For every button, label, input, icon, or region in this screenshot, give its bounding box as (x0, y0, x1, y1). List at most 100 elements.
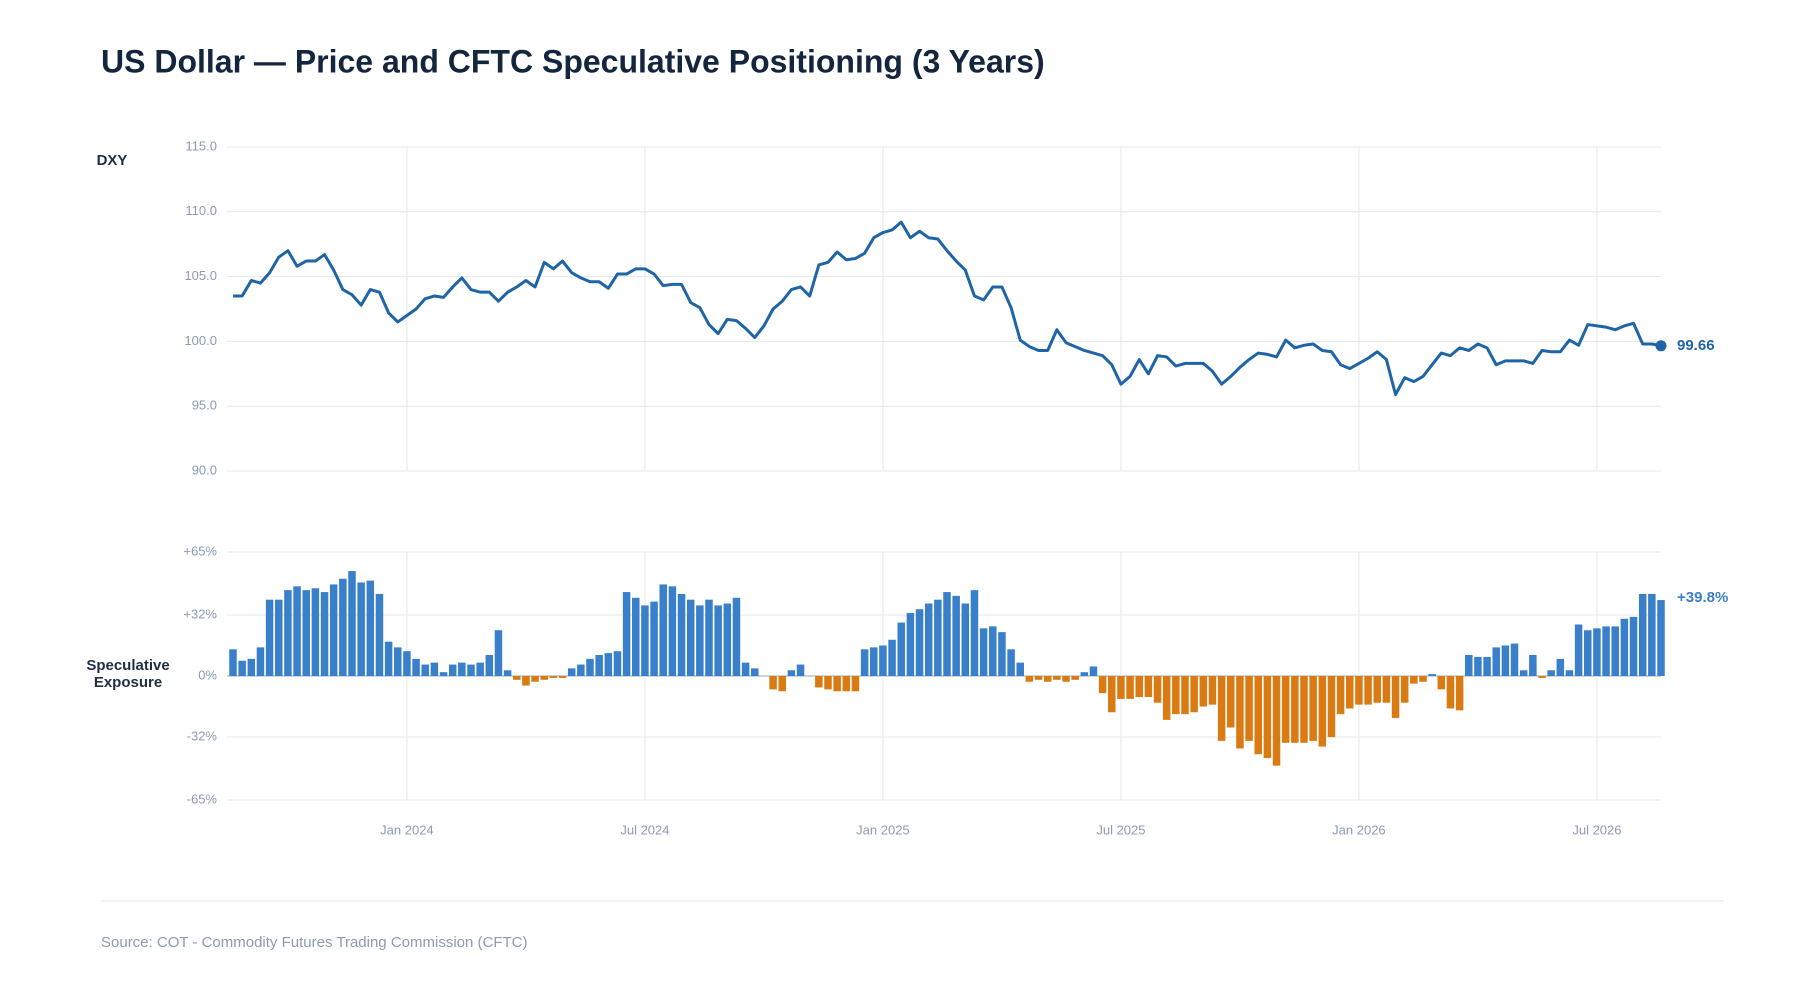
bar (1245, 676, 1253, 741)
bar (1565, 670, 1574, 676)
source: Source: COT - Commodity Futures Trading … (101, 934, 527, 951)
y-axis-label: DXY (96, 152, 128, 169)
y-tick-label: +32% (183, 606, 217, 621)
bar (915, 609, 924, 676)
bar (1648, 593, 1656, 676)
bar (320, 592, 329, 676)
bar (860, 649, 869, 676)
bar (1593, 628, 1601, 676)
bar (1446, 676, 1455, 709)
y-tick-label: +65% (183, 543, 217, 558)
y-tick-label: 110.0 (185, 203, 217, 218)
bar (961, 603, 970, 676)
y-tick-label: 95.0 (192, 398, 217, 413)
bar (1263, 676, 1272, 759)
bar (1144, 676, 1153, 697)
bar (1181, 676, 1189, 715)
bar (1529, 655, 1537, 676)
bar (705, 599, 713, 676)
y-tick-label: 100.0 (184, 333, 217, 348)
bar (522, 676, 530, 686)
bar (1547, 670, 1555, 676)
bar (1584, 630, 1592, 676)
bar (284, 590, 292, 676)
bar (1108, 676, 1116, 713)
bar (1291, 676, 1299, 743)
bar (1272, 676, 1281, 766)
bar (1602, 626, 1610, 676)
bar (741, 662, 750, 676)
bar (1016, 662, 1024, 676)
bar (613, 651, 622, 676)
bar (1227, 676, 1235, 728)
bar (1053, 676, 1061, 680)
bar (924, 603, 933, 676)
y-tick-label: -65% (187, 791, 218, 806)
bar (403, 651, 411, 676)
bar (1236, 676, 1244, 749)
bar (1043, 676, 1052, 682)
bar (366, 580, 375, 676)
bar (1300, 676, 1308, 743)
bar (1172, 676, 1180, 715)
bar (751, 668, 759, 676)
bar (1483, 656, 1491, 676)
bar (1034, 676, 1043, 680)
bar (952, 595, 960, 676)
bar (1089, 666, 1098, 676)
bar (1190, 676, 1198, 713)
bar (384, 641, 393, 676)
bar (1025, 676, 1034, 682)
bar (265, 599, 274, 676)
bar (1455, 676, 1464, 711)
bar (1400, 676, 1409, 703)
bar (586, 658, 594, 676)
bar (696, 605, 704, 676)
bar (293, 586, 301, 676)
bar (421, 664, 429, 676)
bar (824, 676, 832, 690)
bar (476, 662, 484, 676)
bar (723, 603, 732, 676)
bar (302, 590, 310, 676)
bar (1327, 676, 1336, 738)
bar (622, 592, 631, 676)
bar (558, 676, 567, 678)
bar (1208, 676, 1217, 705)
last-point (1655, 340, 1667, 352)
bar (531, 676, 539, 682)
bar (275, 599, 283, 676)
bar (1007, 649, 1015, 676)
bar (1419, 676, 1427, 682)
bar (879, 645, 887, 676)
x-tick-label: Jul 2026 (1572, 822, 1621, 837)
bar (1474, 656, 1482, 676)
bar (833, 676, 841, 692)
y-tick-label: 90.0 (192, 462, 217, 477)
bar (851, 676, 860, 692)
bar (1574, 624, 1583, 676)
bar (906, 613, 915, 676)
bar (1657, 600, 1665, 676)
bar (888, 639, 896, 676)
bar (430, 662, 439, 676)
bar (1281, 676, 1290, 743)
bar (567, 668, 576, 676)
bar (503, 670, 512, 676)
bar (1117, 676, 1125, 699)
bar (1519, 670, 1528, 676)
bar (897, 622, 905, 676)
y-axis-label: Speculative Exposure (86, 657, 170, 691)
bar (1162, 676, 1171, 720)
bar (311, 588, 320, 676)
bar (1410, 676, 1418, 684)
bar (1538, 676, 1546, 678)
y-tick-label: 115.0 (185, 138, 217, 153)
bar (549, 676, 558, 678)
bar (357, 582, 365, 676)
bar (494, 630, 503, 676)
y-tick-label: -32% (187, 728, 218, 743)
bar (815, 676, 823, 688)
bar (513, 676, 521, 680)
